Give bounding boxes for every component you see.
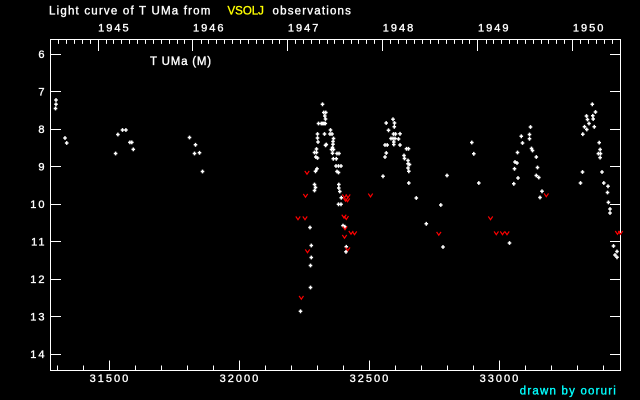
svg-text:1948: 1948	[383, 23, 415, 35]
svg-text:T UMa (M): T UMa (M)	[150, 56, 212, 68]
svg-text:12: 12	[30, 274, 46, 286]
svg-text:14: 14	[30, 349, 46, 361]
svg-text:Light curve of T UMa from: Light curve of T UMa from	[49, 6, 212, 18]
svg-text:31500: 31500	[90, 373, 131, 385]
svg-text:6: 6	[38, 49, 46, 61]
svg-text:9: 9	[38, 162, 46, 174]
svg-text:32000: 32000	[220, 373, 261, 385]
svg-text:VSOLJ: VSOLJ	[228, 6, 264, 18]
svg-text:13: 13	[30, 311, 46, 323]
svg-text:11: 11	[31, 237, 46, 249]
svg-text:1949: 1949	[478, 23, 510, 35]
svg-text:1950: 1950	[573, 23, 605, 35]
svg-text:8: 8	[38, 124, 46, 136]
svg-text:drawn by ooruri: drawn by ooruri	[520, 386, 617, 398]
svg-text:observations: observations	[273, 6, 353, 18]
svg-text:7: 7	[38, 87, 46, 99]
svg-text:1946: 1946	[193, 23, 225, 35]
svg-text:10: 10	[30, 199, 46, 211]
svg-text:1947: 1947	[288, 23, 320, 35]
svg-text:33000: 33000	[480, 373, 521, 385]
svg-text:1945: 1945	[98, 23, 130, 35]
svg-text:32500: 32500	[350, 373, 391, 385]
